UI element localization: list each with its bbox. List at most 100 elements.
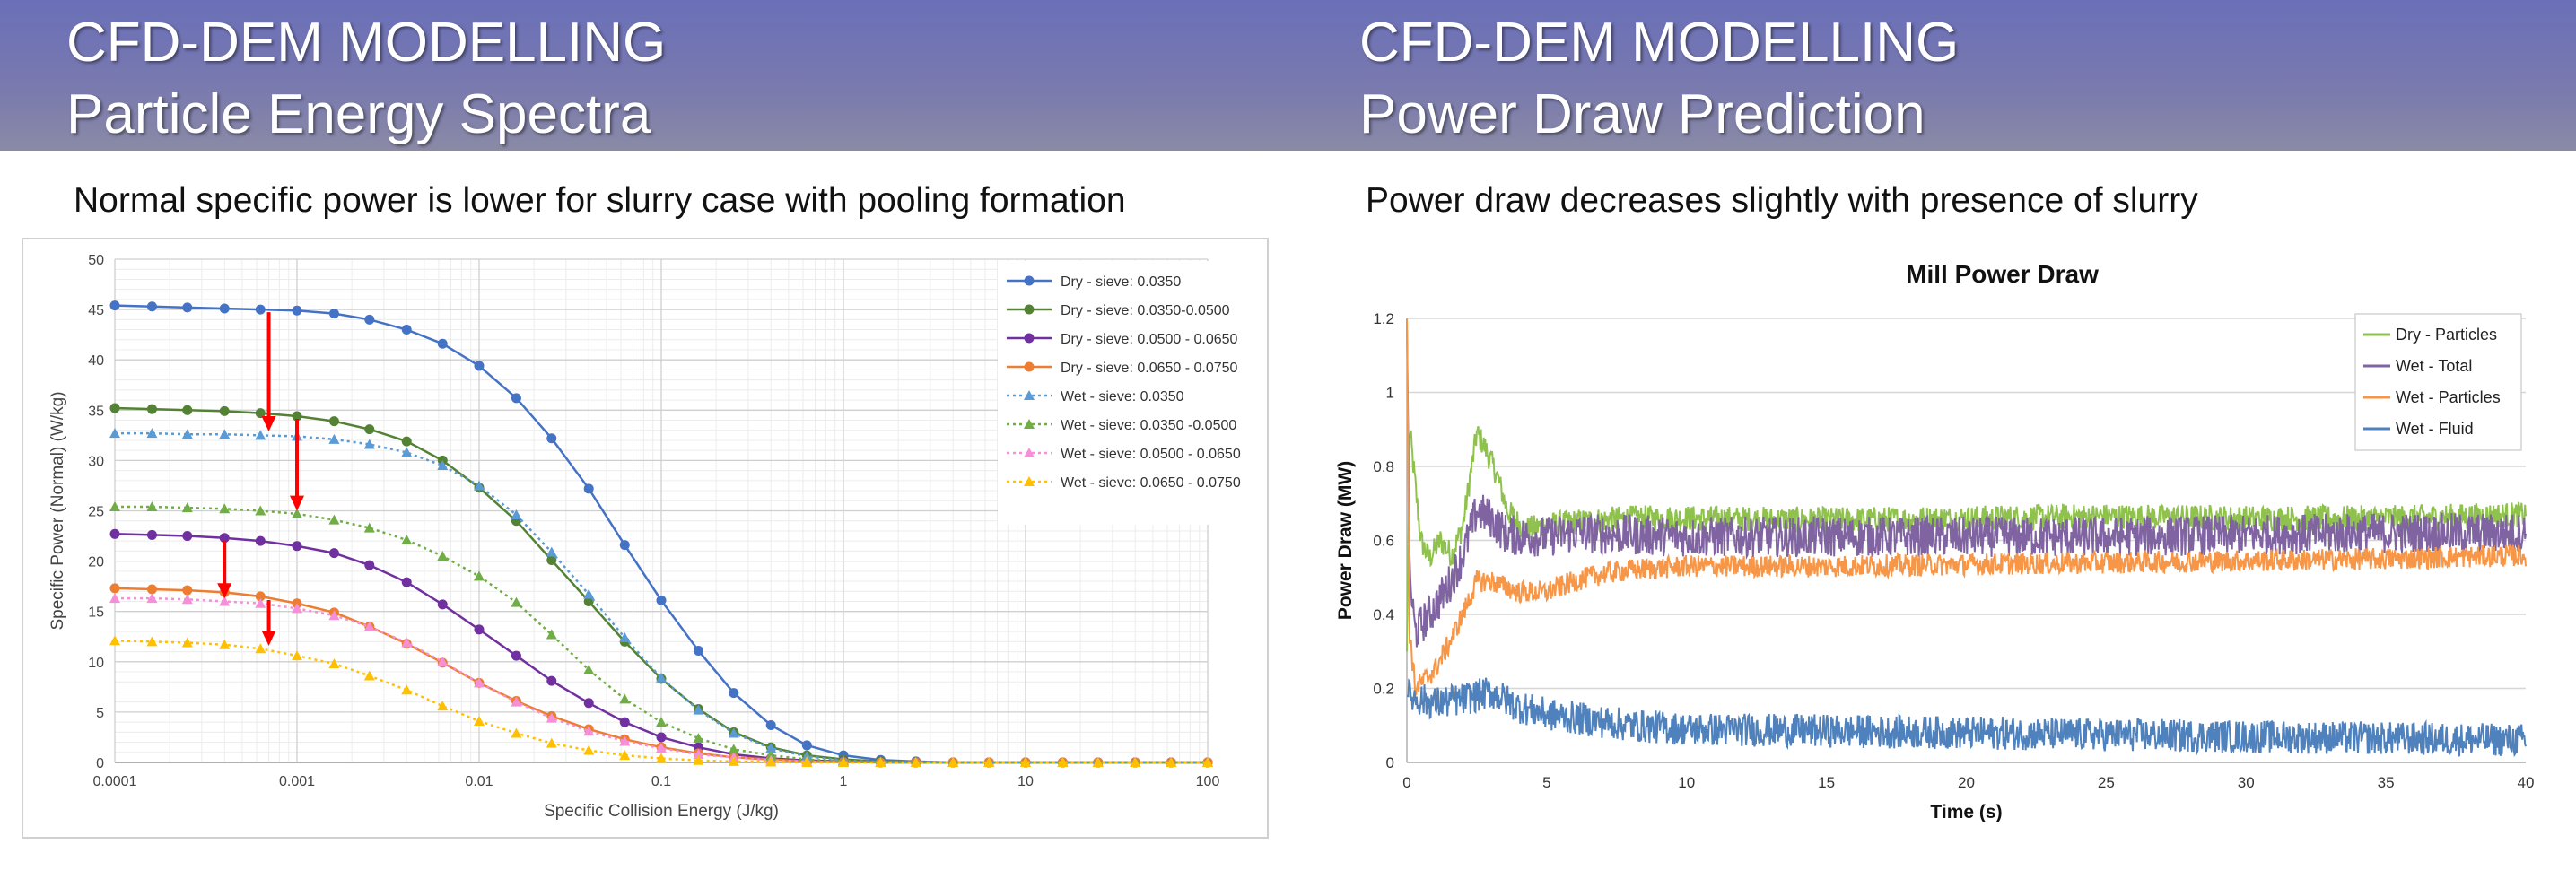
data-point [619,631,631,642]
data-point [910,757,921,767]
data-point [181,429,193,440]
legend-label: Wet - Particles [2396,388,2501,406]
legend-label: Wet - sieve: 0.0350 -0.0500 [1061,418,1236,433]
data-point [146,428,158,439]
legend-marker [1024,333,1035,344]
data-point [546,675,557,686]
data-point [1057,757,1069,767]
data-point [401,436,412,447]
data-point [328,610,340,621]
data-point [583,588,595,599]
data-point [511,650,521,661]
data-point [619,540,630,551]
legend-marker [1024,304,1035,315]
y-tick-label: 40 [88,353,104,369]
energy-spectra-chart: 0 5 10 15 20 25 30 35 40 45 50 0.0001 0.001 0.01 0.1 1 1… [22,238,1269,839]
data-point [182,302,193,313]
data-point [437,656,449,666]
data-point [583,726,595,736]
x-tick-label: 10 [1017,774,1034,789]
data-point [619,693,631,704]
data-point [328,433,340,444]
right-subtitle: Power draw decreases slightly with prese… [1366,181,2198,220]
data-point [146,501,158,512]
data-point [1166,757,1177,767]
data-point [656,717,667,727]
data-point [1130,757,1141,767]
data-point [728,744,739,754]
left-title-line2: Particle Energy Spectra [66,83,651,145]
series-line [1406,677,2527,758]
y-tick-label: 0 [1386,754,1394,771]
data-point [583,698,594,709]
data-point [109,300,120,311]
data-point [583,483,594,494]
data-point [255,535,266,546]
x-tick-label: 10 [1678,774,1695,791]
series-2 [1406,318,2527,648]
y-tick-label: 0.8 [1373,458,1394,475]
data-point [292,541,302,552]
data-point [546,546,557,557]
legend: Dry - Particles Wet - Total Wet - Particle… [2354,313,2522,451]
data-point [728,727,739,738]
data-point [292,650,302,661]
red-arrow-head [261,630,276,646]
data-point [364,314,375,325]
x-tick-label: 0.0001 [93,774,137,789]
data-point [363,670,375,681]
legend-marker [1024,419,1035,429]
right-title-line1: CFD-DEM MODELLING [1359,12,1960,74]
y-tick-label: 10 [88,656,104,671]
data-point [511,696,522,707]
data-point [401,535,413,545]
data-point [546,554,557,565]
data-point [328,658,340,669]
data-point [474,624,485,635]
data-point [656,743,667,753]
x-tick-label: 0 [1402,774,1410,791]
legend-marker [1024,476,1035,486]
left-slide-title: CFD-DEM MODELLING Particle Energy Spectr… [66,7,666,151]
x-axis-label: Time (s) [1930,802,2002,822]
data-point [838,757,849,767]
data-point [693,733,704,744]
data-point [437,550,449,561]
data-point [693,645,703,656]
data-point [511,727,522,738]
series-8 [109,635,1213,767]
data-point [437,599,448,610]
red-arrow-head [290,495,304,511]
data-point [656,732,667,743]
legend-label: Dry - sieve: 0.0350-0.0500 [1061,303,1230,318]
x-tick-label: 100 [1196,774,1220,789]
x-tick-label: 0.01 [465,774,493,789]
data-point [511,393,521,404]
data-point [437,460,449,471]
y-axis-label: Specific Power (Normal) (W/kg) [48,391,67,630]
data-point [546,433,557,444]
x-tick-label: 30 [2238,774,2255,791]
data-point [182,531,193,542]
legend-label: Wet - Fluid [2396,420,2474,438]
data-point [255,643,266,654]
y-tick-label: 0.2 [1373,681,1394,698]
data-point [182,585,193,596]
data-point [363,621,375,631]
data-point [693,754,704,765]
data-point [255,597,266,608]
data-point [109,428,120,439]
power-draw-chart: Mill Power Draw 0 0.2 0.4 0.6 0.8 1 1.2 0 5 10 15 20… [1335,260,2534,822]
data-point [328,416,339,427]
y-tick-label: 50 [88,253,104,268]
x-tick-label: 15 [1818,774,1835,791]
x-tick-label: 35 [2378,774,2395,791]
legend-label: Wet - sieve: 0.0650 - 0.0750 [1061,475,1241,491]
data-point [109,635,120,646]
data-point [219,405,230,416]
data-point [219,639,231,649]
data-point [983,757,995,767]
series-line [1406,318,2527,648]
y-tick-label: 1 [1386,385,1394,402]
data-point [437,338,448,349]
